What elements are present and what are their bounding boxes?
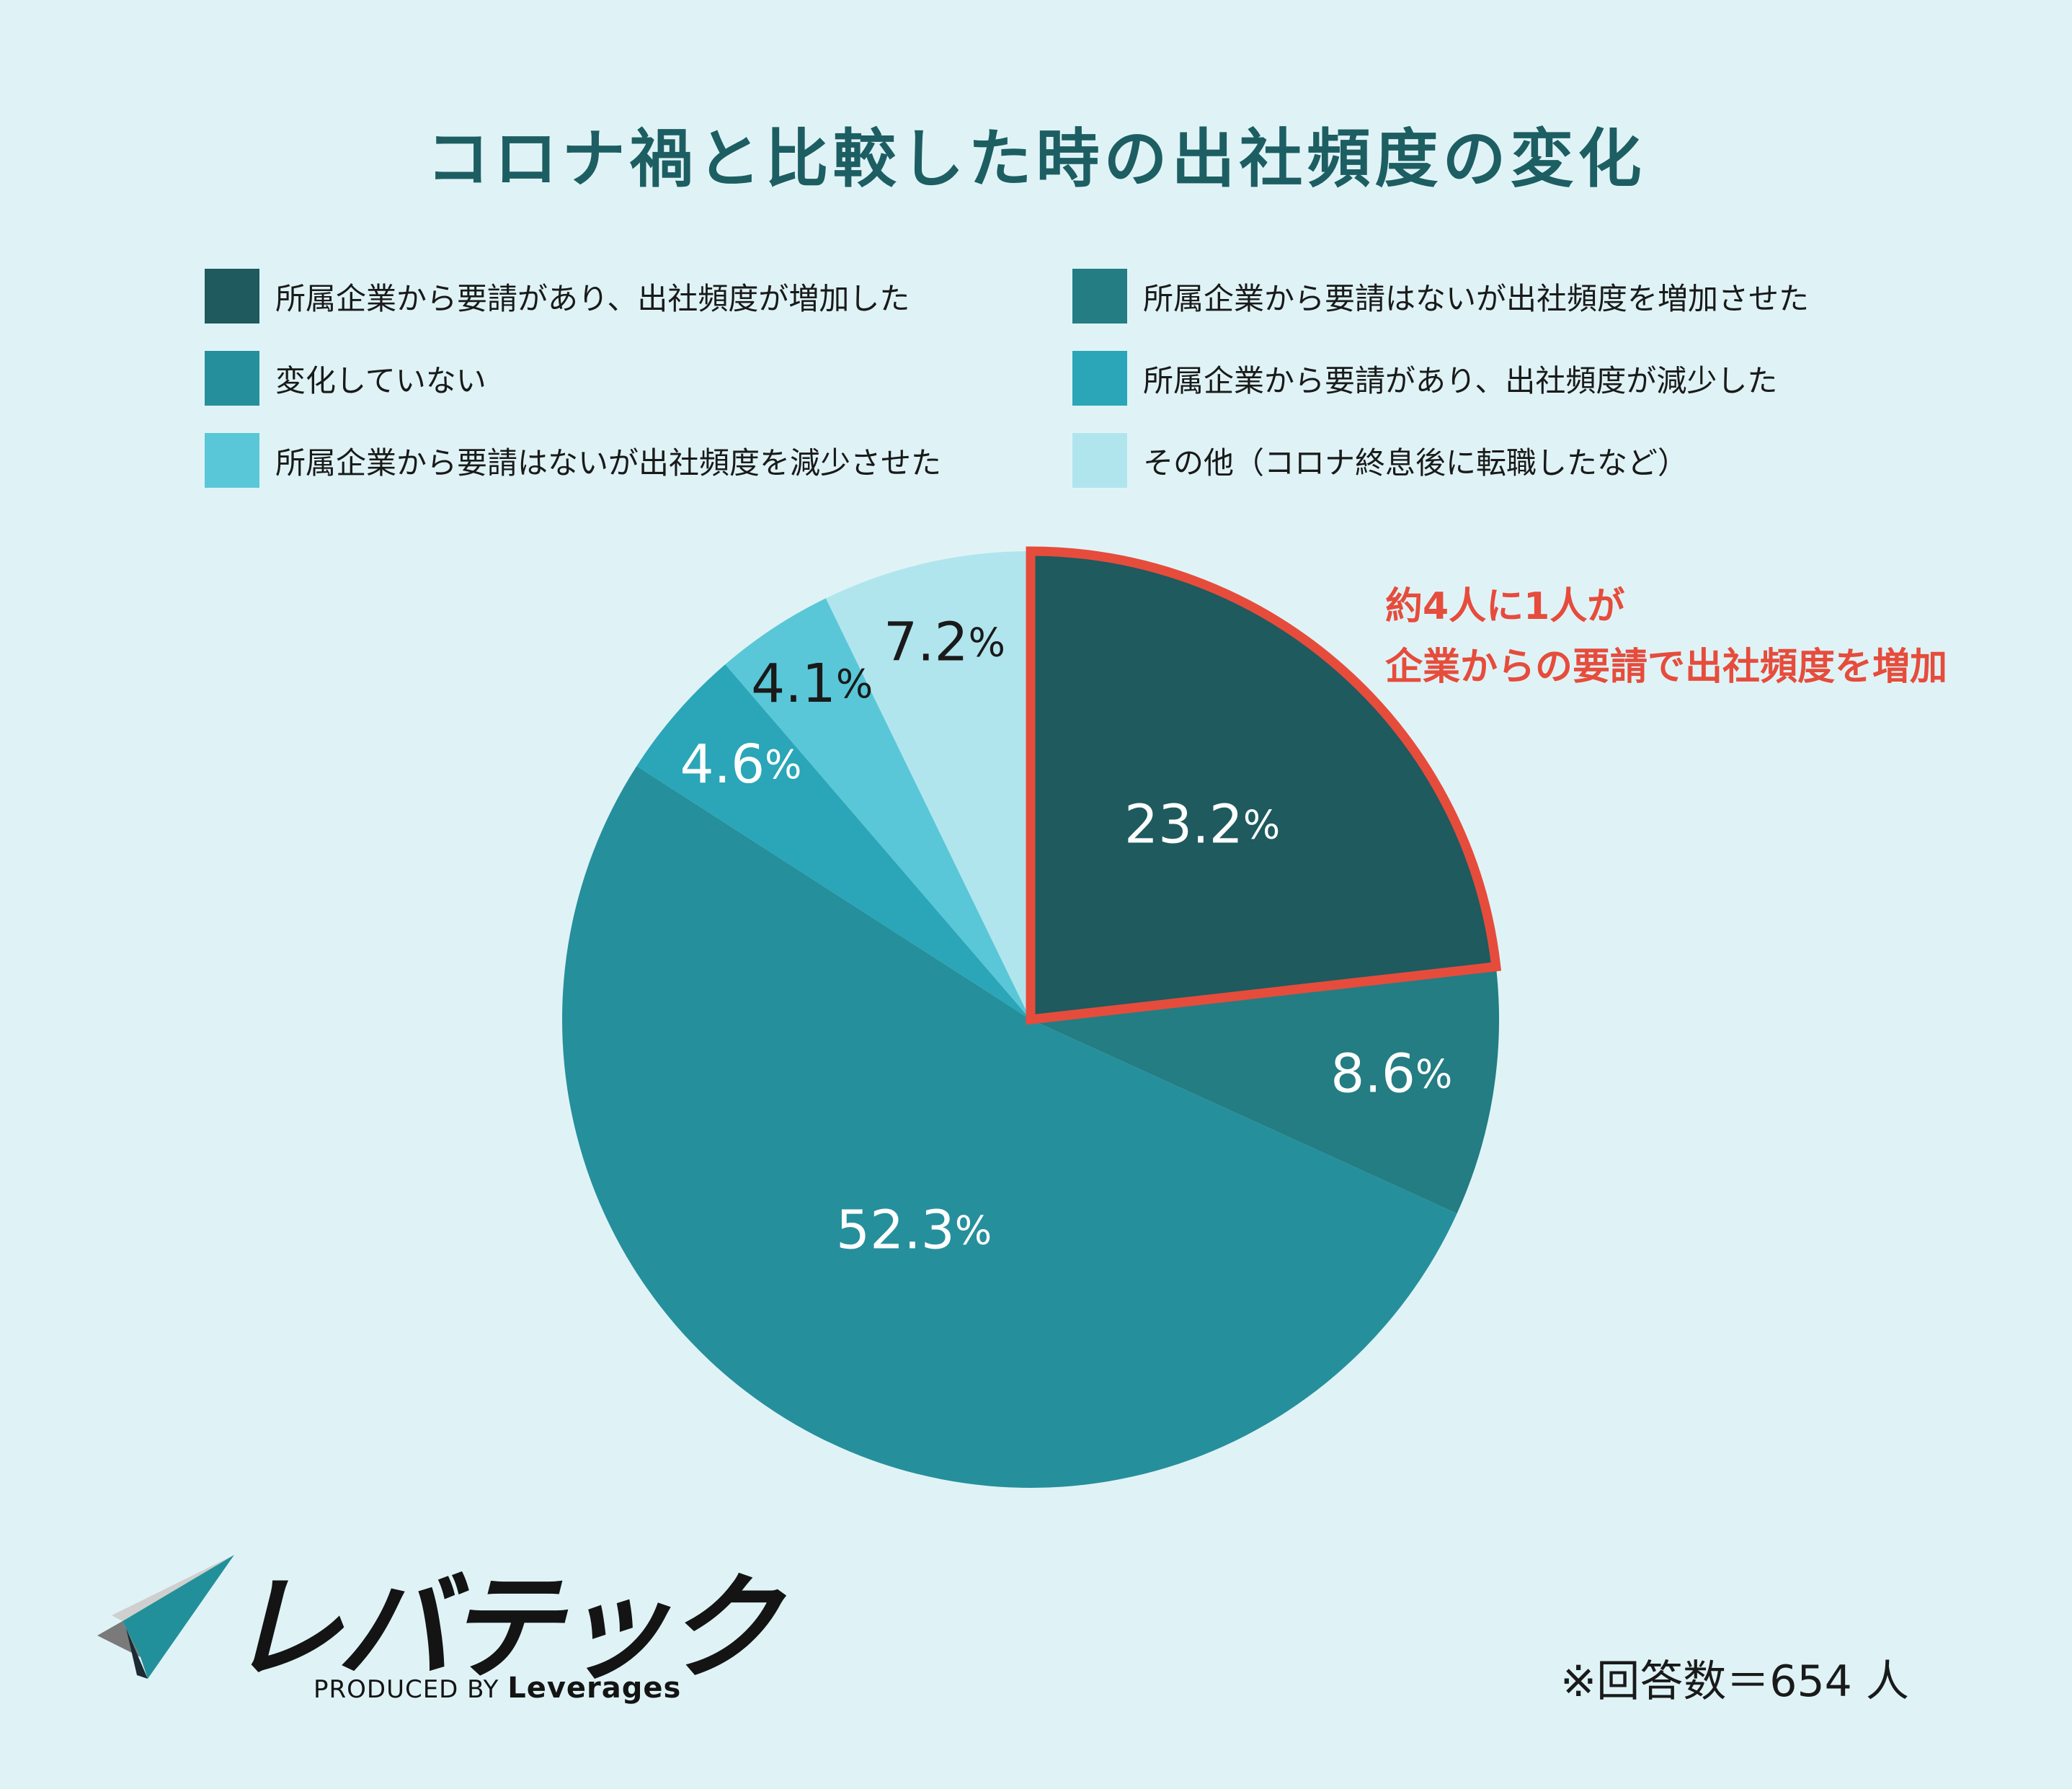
legend-item: その他（コロナ終息後に転職したなど） [1072,432,1688,488]
logo-subtitle: PRODUCED BY Leverages [314,1672,681,1705]
pie-slice [825,551,1031,1020]
slice-value-label: 4.6% [680,733,801,795]
highlight-outline [1026,546,1502,1025]
legend-swatch [205,351,259,406]
pie-slice [1031,551,1496,1020]
legend-swatch [205,433,259,488]
pie-slice [725,598,1031,1020]
brand-name: Leverages [507,1672,682,1705]
legend-label: 所属企業から要請はないが出社頻度を減少させた [275,445,942,481]
legend-item: 所属企業から要請があり、出社頻度が増加した [205,268,910,324]
legend-swatch [1072,351,1127,406]
legend-swatch [205,269,259,324]
callout-line-2: 企業からの要請で出社頻度を増加 [1385,646,1948,689]
legend-swatch [1072,269,1127,324]
pie-slice [636,664,1031,1020]
legend-item: 所属企業から要請はないが出社頻度を増加させた [1072,268,1809,324]
legend-label: その他（コロナ終息後に転職したなど） [1143,445,1689,481]
legend-label: 所属企業から要請があり、出社頻度が減少した [1143,362,1778,398]
legend-item: 所属企業から要請があり、出社頻度が減少した [1072,350,1777,406]
slice-value-label: 7.2% [884,611,1005,673]
logo-mark-icon [97,1555,234,1679]
slice-value-label: 52.3% [836,1199,992,1261]
slice-value-label: 4.1% [751,653,873,715]
legend-item: 所属企業から要請はないが出社頻度を減少させた [205,432,941,488]
legend-item: 変化していない [205,350,486,406]
produced-by-text: PRODUCED BY [314,1675,499,1704]
pie-slice [561,766,1457,1489]
leverages-logo: レバテック PRODUCED BY Leverages [97,1549,781,1705]
response-count-note: ※回答数＝654 人 [1560,1656,1909,1707]
legend-label: 所属企業から要請はないが出社頻度を増加させた [1143,280,1810,316]
pie-slice [1031,966,1499,1214]
callout-line-1: 約4人に1人が [1385,585,1625,628]
logo-text: レバテック [227,1561,781,1695]
legend-label: 変化していない [275,362,486,398]
slice-value-label: 8.6% [1330,1043,1452,1105]
chart-title: コロナ禍と比較した時の出社頻度の変化 [426,122,1646,196]
legend-label: 所属企業から要請があり、出社頻度が増加した [275,280,910,316]
legend-swatch [1072,433,1127,488]
callout: 約4人に1人が 企業からの要請で出社頻度を増加 [1385,576,1947,697]
slice-value-label: 23.2% [1124,793,1280,855]
